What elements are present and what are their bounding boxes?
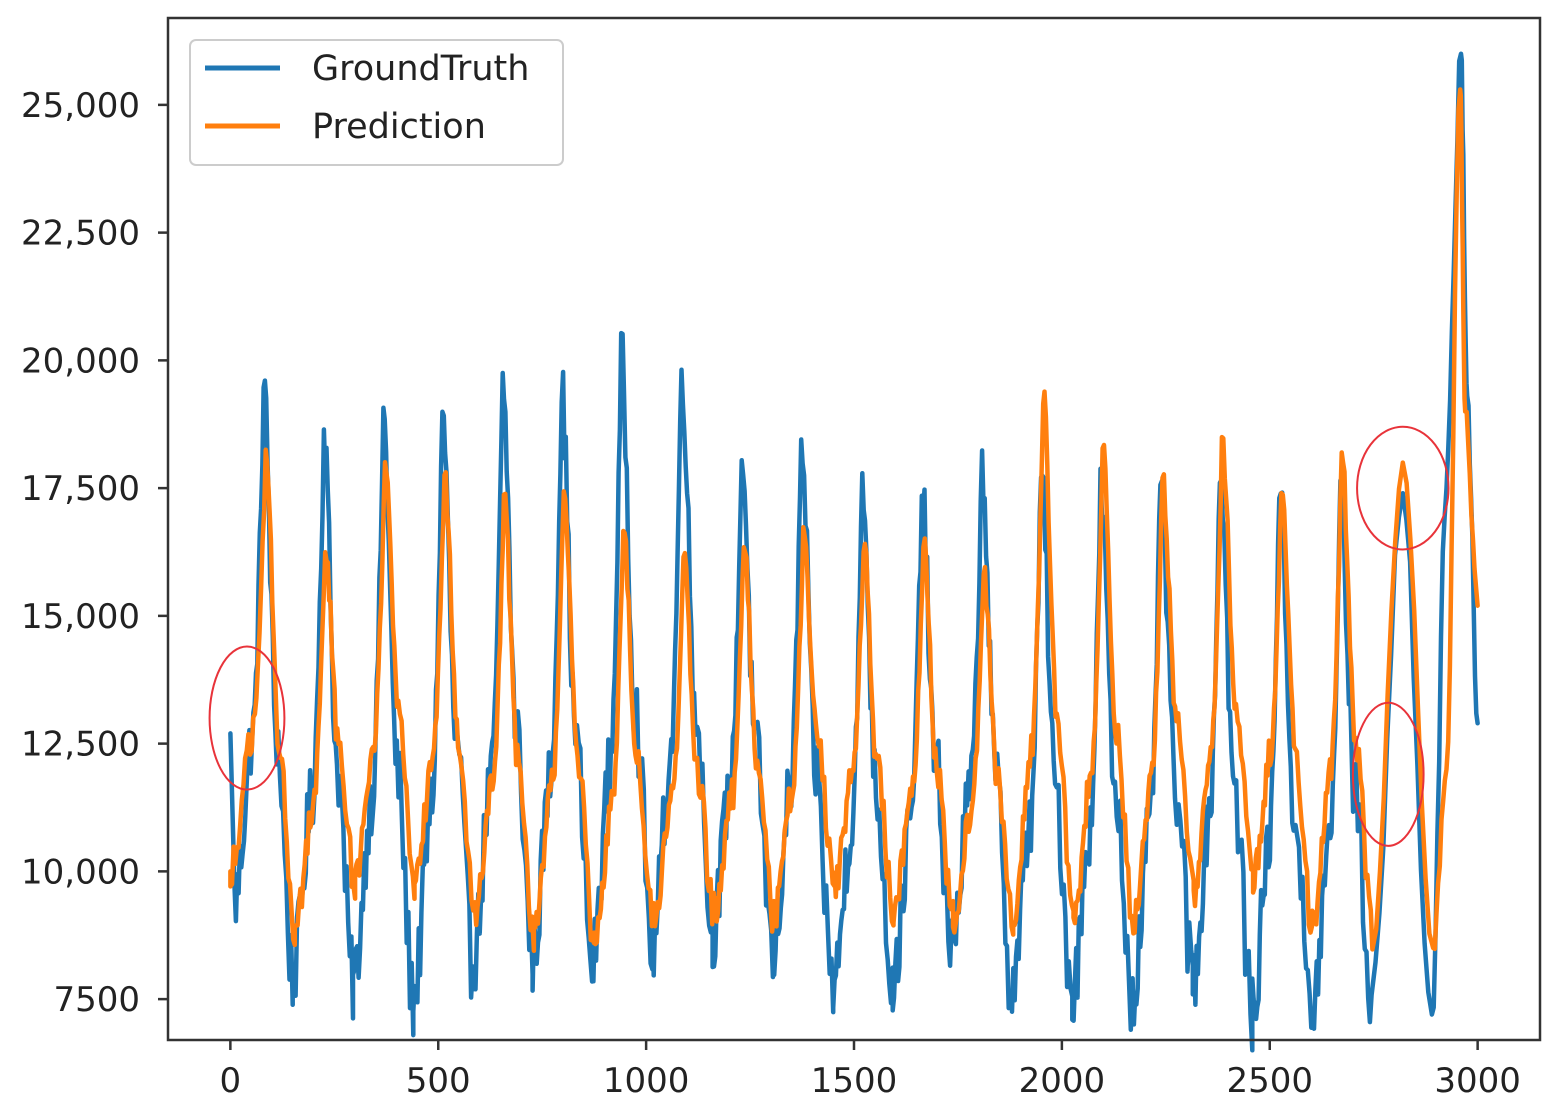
legend-box (189, 39, 564, 166)
y-tick-label: 10,000 (21, 852, 140, 892)
x-tick-label: 3000 (1434, 1061, 1521, 1101)
y-tick-label: 7500 (53, 980, 140, 1020)
y-tick-label: 15,000 (21, 597, 140, 637)
legend-label-groundtruth: GroundTruth (312, 49, 529, 89)
x-tick-label: 0 (220, 1061, 242, 1101)
y-tick-label: 22,500 (21, 214, 140, 254)
x-tick-label: 2000 (1019, 1061, 1106, 1101)
x-tick-label: 1500 (811, 1061, 898, 1101)
legend: GroundTruth Prediction (189, 39, 564, 166)
legend-label-prediction: Prediction (312, 107, 486, 147)
series-line-prediction (228, 87, 1480, 954)
x-tick-label: 2500 (1226, 1061, 1313, 1101)
y-tick-label: 12,500 (21, 725, 140, 765)
annotation-ellipse-3 (1351, 701, 1425, 847)
x-tick-label: 500 (406, 1061, 471, 1101)
x-tick-label: 1000 (603, 1061, 690, 1101)
annotation-layer (208, 425, 1450, 847)
x-axis: 0 500 1000 1500 2000 2500 3000 (220, 1040, 1521, 1101)
series-line-groundtruth (228, 51, 1480, 1053)
y-axis: 7500 10,000 12,500 15,000 17,500 20,000 22,500… (21, 86, 168, 1020)
series-layer (228, 51, 1480, 1053)
plot-area (208, 51, 1480, 1053)
y-tick-label: 20,000 (21, 341, 140, 381)
annotation-ellipse-2 (1356, 425, 1450, 551)
annotation-ellipse-1 (208, 645, 286, 791)
y-tick-label: 17,500 (21, 469, 140, 509)
y-tick-label: 25,000 (21, 86, 140, 126)
